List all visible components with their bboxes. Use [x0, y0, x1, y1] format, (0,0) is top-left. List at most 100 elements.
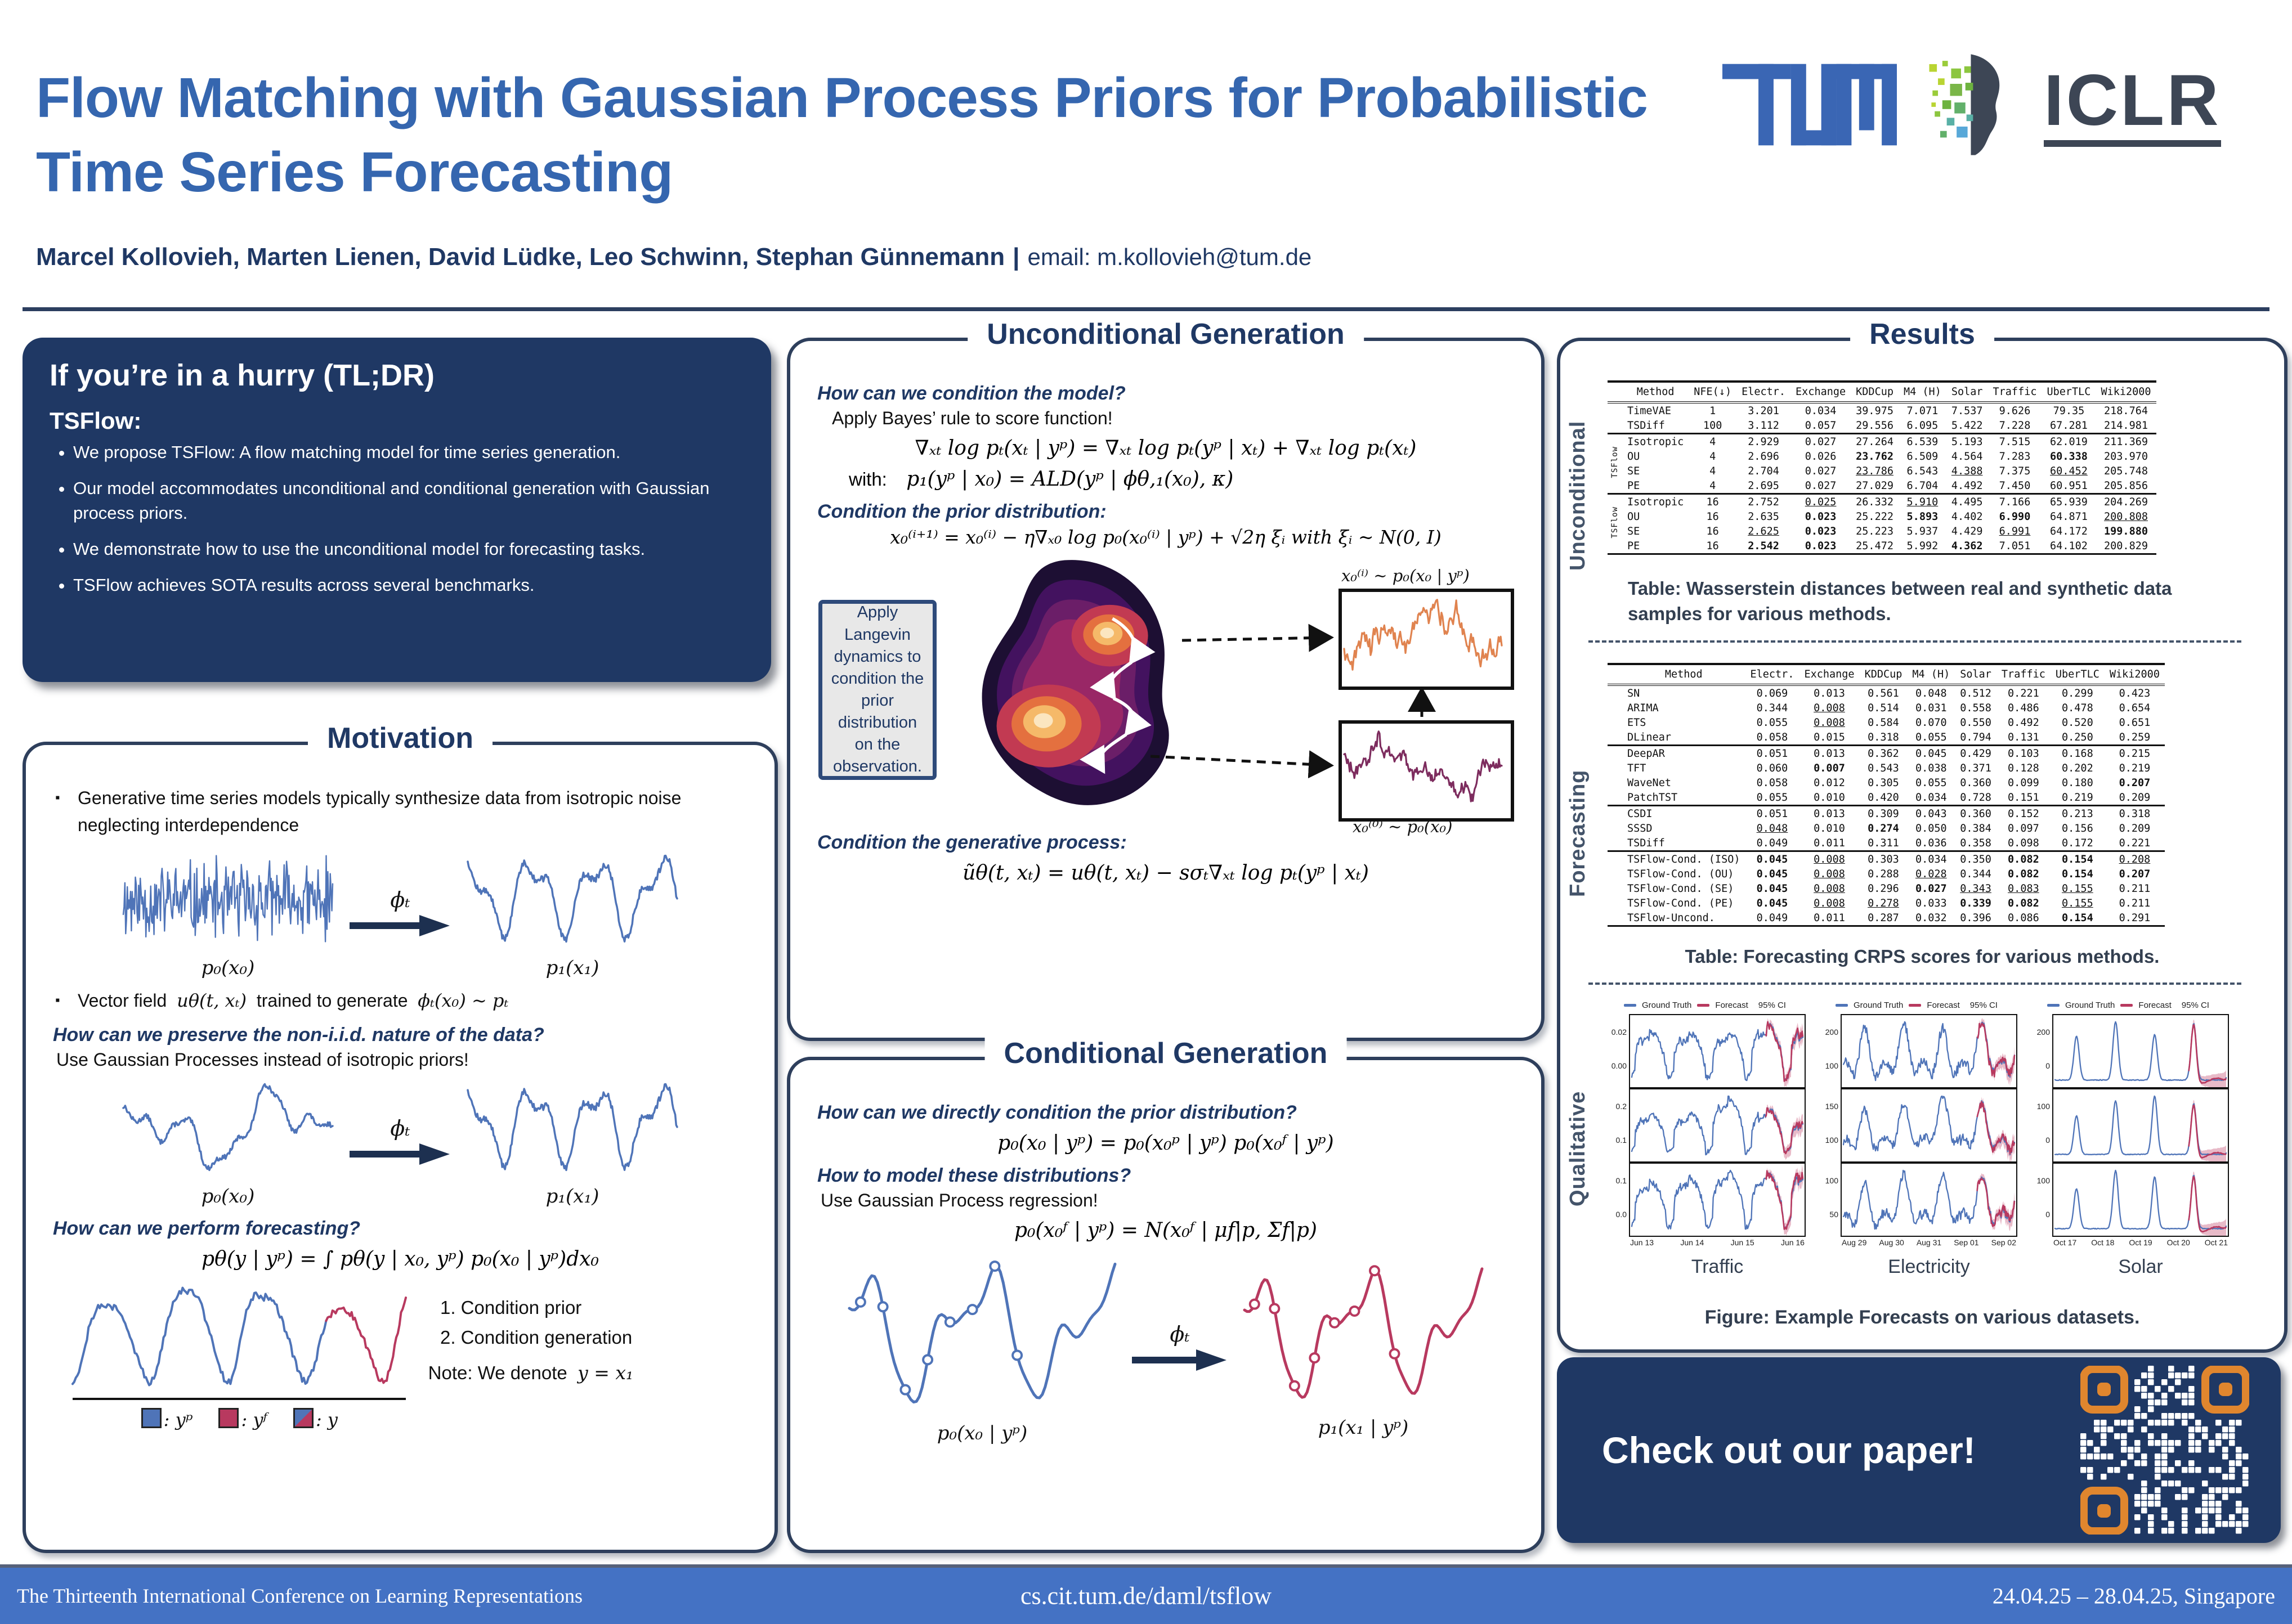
conditional-panel: Conditional Generation How can we direct…: [787, 1037, 1545, 1553]
table-cell: 0.013: [1814, 747, 1845, 760]
table-cell: 67.281: [2050, 419, 2088, 432]
forecast-integral-equation: pθ(y | yᵖ) = ∫ pθ(y | x₀, yᵖ) p₀(x₀ | yᵖ…: [202, 1248, 599, 1271]
qualitative-column: Ground Truth Forecast 95% CI 0.02 0.00 0.2 0.1…: [1604, 998, 1806, 1278]
score-bayes-equation: ∇ₓₜ log pₜ(xₜ | yᵖ) = ∇ₓₜ log pₜ(yᵖ | xₜ…: [915, 437, 1417, 460]
note-math: y = x₁: [578, 1361, 634, 1384]
footer-conference: The Thirteenth International Conference …: [17, 1585, 583, 1607]
table-cell: 62.019: [2050, 436, 2088, 448]
table-cell: OU: [1627, 510, 1640, 523]
cond-p1-label: p₁(x₁ | yᵖ): [1318, 1416, 1409, 1439]
table-cell: 0.103: [2008, 747, 2039, 760]
table-cell: 0.211: [2119, 897, 2151, 909]
table-cell: 204.269: [2104, 496, 2148, 508]
table-cell: 0.082: [2008, 868, 2039, 880]
iclr-face-icon: [1918, 48, 2022, 164]
table-cell: 0.043: [1915, 807, 1947, 820]
table-cell: TSFlow-Uncond.: [1627, 912, 1715, 924]
qr-code[interactable]: [2080, 1366, 2249, 1535]
table-cell: 2.625: [1748, 525, 1779, 537]
ald-equation-line: with: p₁(yᵖ | x₀) = ALD(yᵖ | ϕθ,₁(x₀), κ…: [849, 468, 1234, 491]
table-cell: 0.008: [1814, 897, 1845, 909]
motivation-figure-isotropic: p₀(x₀) ϕₜ p₁(x₁): [51, 846, 750, 979]
conditional-figure: p₀(x₀ | yᵖ) ϕₜ p₁(x₁ | yᵖ): [815, 1250, 1516, 1444]
tldr-box: If you’re in a hurry (TL;DR) TSFlow: We …: [23, 338, 771, 682]
table-cell: 0.543: [1868, 762, 1899, 774]
motivation-panel: Motivation ▪ Generative time series mode…: [23, 721, 778, 1553]
table-column-header: KDDCup: [1859, 664, 1908, 686]
table-cell: 0.023: [1805, 510, 1837, 523]
table-row: TSFlow-Cond. (OU) 0.045 0.008 0.288 0.028 0.3…: [1608, 867, 2165, 881]
motivation-bullet-2: ▪ Vector field uθ(t, xₜ) trained to gene…: [55, 987, 745, 1014]
question-condition-generative: Condition the generative process:: [817, 832, 1127, 853]
table-cell: 205.748: [2104, 465, 2148, 477]
table-cell: TSDiff: [1627, 419, 1665, 432]
table-cell: 0.309: [1868, 807, 1899, 820]
table-cell: 7.228: [1999, 419, 2031, 432]
table-cell: 0.155: [2062, 882, 2093, 895]
forecast-plot: [1841, 1088, 2017, 1163]
table-cell: 0.344: [1960, 868, 1991, 880]
table-column-header: Method: [1622, 664, 1745, 686]
table-cell: 0.034: [1805, 405, 1837, 417]
table-cell: ETS: [1627, 716, 1646, 729]
table-cell: 6.704: [1906, 479, 1939, 492]
table-cell: 0.055: [1756, 791, 1788, 804]
table-cell: 0.045: [1756, 868, 1788, 880]
prior-sample-label: x₀⁽⁰⁾ ~ p₀(x₀): [1353, 817, 1453, 836]
footer-url[interactable]: cs.cit.tum.de/daml/tsflow: [1020, 1582, 1272, 1610]
table-cell: TFT: [1627, 762, 1646, 774]
motivation-title: Motivation: [308, 721, 493, 755]
author-email[interactable]: email: m.kollovieh@tum.de: [1027, 244, 1312, 270]
langevin-figure: Apply Langevin dynamics to condition the…: [815, 556, 1516, 836]
table-column-header: Exchange: [1799, 664, 1860, 686]
table-row: OU 16 2.635 0.023 25.222 5.893 4.402 6.990 64.87…: [1608, 509, 2156, 524]
table-cell: TimeVAE: [1627, 405, 1671, 417]
table-cell: 2.542: [1748, 540, 1779, 552]
tldr-bullet: We demonstrate how to use the unconditio…: [73, 537, 744, 562]
table-cell: 39.975: [1856, 405, 1893, 417]
bayes-note: Apply Bayes’ rule to score function!: [832, 408, 1113, 428]
forecast-legend: : yᵖ : yᶠ : y: [141, 1408, 338, 1430]
step-condition-generation: Condition generation: [461, 1323, 736, 1353]
table-cell: 4: [1709, 479, 1716, 492]
table-cell: 0.429: [1960, 747, 1991, 760]
table-cell: 0.026: [1805, 450, 1837, 463]
title-line-2: Time Series Forecasting: [36, 141, 673, 204]
table-cell: PatchTST: [1627, 791, 1678, 804]
table-column-header: Method: [1622, 382, 1689, 403]
table-cell: 0.423: [2119, 687, 2151, 699]
table-cell: 0.221: [2119, 837, 2151, 849]
table-cell: 0.219: [2119, 762, 2151, 774]
table-cell: 0.098: [2008, 837, 2039, 849]
table-cell: ARIMA: [1627, 702, 1659, 714]
table-header-row: Method NFE(↓) Electr. Exchange KDDCup M4 (H) S…: [1608, 382, 2156, 403]
table-cell: 0.028: [1915, 868, 1947, 880]
table-cell: OU: [1627, 450, 1640, 463]
table-cell: 0.209: [2119, 791, 2151, 804]
table-row: SE 4 2.704 0.027 23.786 6.543 4.388 7.375 60.452…: [1608, 464, 2156, 478]
table-cell: 0.384: [1960, 822, 1991, 835]
table-row: PatchTST 0.055 0.010 0.420 0.034 0.728 0.151 0.…: [1608, 790, 2165, 806]
question-direct-condition: How can we directly condition the prior …: [817, 1102, 1297, 1123]
table-cell: 0.086: [2008, 912, 2039, 924]
table-row: TimeVAE 1 3.201 0.034 39.975 7.071 7.537 9.626 7…: [1608, 402, 2156, 418]
answer-gp-regression: Use Gaussian Process regression!: [821, 1190, 1098, 1210]
table-cell: 0.031: [1915, 702, 1947, 714]
table-cell: 0.023: [1805, 540, 1837, 552]
poster-title: Flow Matching with Gaussian Process Prio…: [36, 61, 1648, 209]
table-cell: 0.015: [1814, 731, 1845, 743]
table-cell: 0.155: [2062, 897, 2093, 909]
table-cell: 0.259: [2119, 731, 2151, 743]
table-cell: 0.303: [1868, 853, 1899, 865]
table-cell: 5.937: [1906, 525, 1939, 537]
qualitative-subplot: 100 50: [1816, 1163, 2017, 1237]
table-cell: 5.422: [1951, 419, 1983, 432]
table-cell: 0.358: [1960, 837, 1991, 849]
table-cell: 0.207: [2119, 868, 2151, 880]
table-cell: 7.051: [1999, 540, 2031, 552]
table-cell: 0.350: [1960, 853, 1991, 865]
table-cell: 0.128: [2008, 762, 2039, 774]
dashed-divider: [1588, 640, 2241, 643]
table-cell: 200.808: [2104, 510, 2148, 523]
table-cell: 23.786: [1856, 465, 1893, 477]
